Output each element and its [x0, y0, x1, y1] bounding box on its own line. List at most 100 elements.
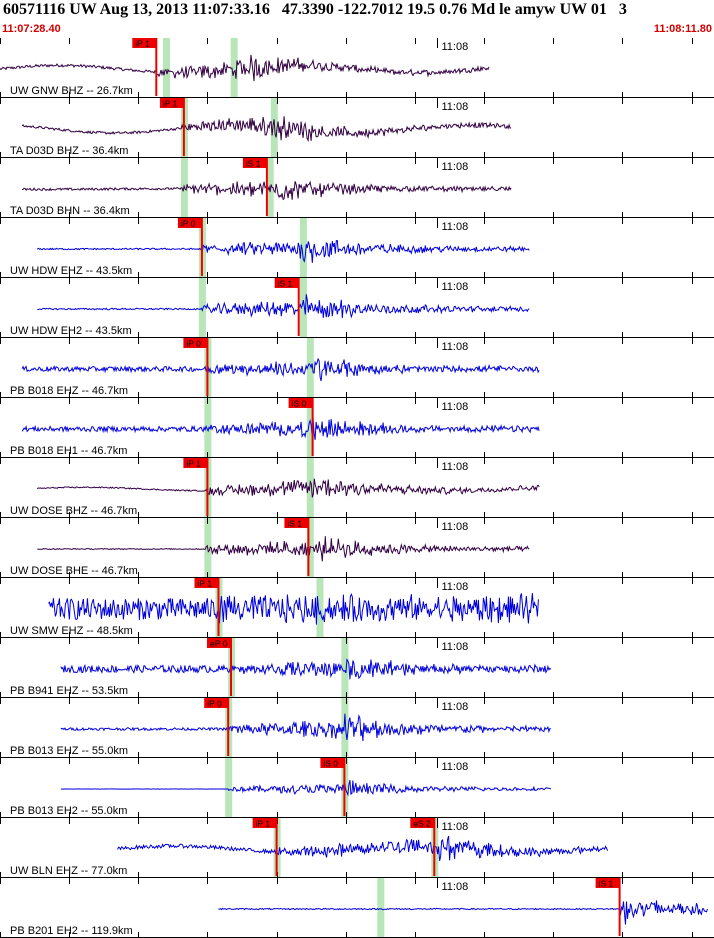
waveform-trace — [37, 294, 530, 319]
phase-pick[interactable]: eS 2 — [410, 818, 436, 876]
channel-label: UW DOSE BHZ -- 46.7km — [10, 505, 137, 517]
pick-label: iP 1 — [163, 99, 178, 109]
pick-flag — [207, 638, 231, 648]
pick-label: iP 0 — [181, 219, 196, 229]
pick-label: eP 0 — [210, 639, 228, 649]
pick-flag — [183, 338, 208, 348]
pick-flag — [194, 578, 219, 588]
phase-pick[interactable]: iP 0 — [183, 338, 209, 396]
channel-label: UW HDW EH2 -- 43.5km — [10, 325, 132, 337]
channel-row[interactable]: 11:08 iS 1 UW DOSE BHE -- 46.7km — [0, 518, 714, 578]
channel-label: UW DOSE BHE -- 46.7km — [10, 565, 138, 577]
pick-flag — [320, 758, 345, 768]
pick-flag — [288, 398, 313, 408]
phase-pick[interactable]: eP 0 — [207, 638, 232, 696]
minute-label: 11:08 — [442, 281, 469, 293]
minute-label: 11:08 — [442, 461, 469, 473]
phase-pick[interactable]: iS 1 — [284, 518, 310, 576]
channel-row[interactable]: 11:08 iP 0 PB B018 EHZ -- 46.7km — [0, 338, 714, 398]
phase-pick[interactable]: iP 1 — [194, 578, 220, 636]
waveform-trace — [21, 357, 540, 382]
phase-pick[interactable]: iP 1 — [252, 818, 278, 876]
end-time: 11:08:11.80 — [653, 23, 712, 35]
channel-label: PB B013 EHZ -- 55.0km — [10, 745, 128, 757]
minute-label: 11:08 — [442, 701, 469, 713]
record-header: 60571116 UW Aug 13, 2013 11:07:33.16 47.… — [0, 0, 714, 38]
pick-flag — [410, 818, 435, 828]
waveform-trace — [0, 54, 490, 82]
analysis-window — [306, 398, 314, 458]
minute-label: 11:08 — [442, 221, 469, 233]
pick-label: iP 0 — [186, 339, 201, 349]
minute-label: 11:08 — [442, 581, 469, 593]
analysis-window — [377, 878, 385, 938]
minute-label: 11:08 — [442, 41, 469, 53]
channel-row[interactable]: 11:08 iS 1 PB B201 EH2 -- 119.9km — [0, 878, 714, 938]
pick-flag — [284, 518, 309, 528]
channel-label: PB B941 EHZ -- 53.5km — [10, 685, 128, 697]
pick-label: iP 1 — [198, 579, 213, 589]
pick-flag — [132, 38, 157, 48]
analysis-window — [341, 638, 349, 698]
minute-label: 11:08 — [442, 401, 469, 413]
analysis-window — [299, 218, 307, 278]
pick-flag — [274, 278, 299, 288]
event-title: 60571116 UW Aug 13, 2013 11:07:33.16 47.… — [3, 1, 627, 18]
channel-row[interactable]: 11:08 iP 1 eS 2 UW BLN EHZ -- 77.0km — [0, 818, 714, 878]
waveform-trace — [21, 418, 540, 440]
analysis-window — [299, 278, 307, 338]
waveform-trace — [37, 536, 530, 562]
phase-pick[interactable]: iP 0 — [177, 218, 203, 276]
channel-row[interactable]: 11:08 iP 1 UW SMW EHZ -- 48.5km — [0, 578, 714, 638]
analysis-window — [163, 38, 170, 98]
pick-flag — [242, 158, 267, 168]
pick-label: iP 0 — [207, 699, 222, 709]
channel-row[interactable]: 11:08 iS 1 TA D03D BHN -- 36.4km — [0, 158, 714, 218]
minute-label: 11:08 — [442, 521, 469, 533]
channel-label: PB B013 EH2 -- 55.0km — [10, 805, 127, 817]
minute-label: 11:08 — [442, 821, 469, 833]
channel-row[interactable]: 11:08 iP 0 PB B013 EHZ -- 55.0km — [0, 698, 714, 758]
pick-flag — [204, 698, 229, 708]
waveform-trace — [48, 593, 539, 625]
pick-flag — [159, 98, 184, 108]
pick-label: iP 1 — [256, 819, 271, 829]
channel-label: PB B018 EH1 -- 46.7km — [10, 445, 127, 457]
pick-flag — [595, 878, 620, 888]
channel-row[interactable]: 11:08 iP 1 UW GNW BHZ -- 26.7km — [0, 38, 714, 98]
waveform-trace — [60, 713, 551, 742]
pick-label: iS 1 — [287, 519, 302, 529]
minute-label: 11:08 — [442, 881, 469, 893]
analysis-window — [316, 578, 324, 638]
phase-pick[interactable]: iS 1 — [274, 278, 300, 336]
pick-label: iS 0 — [292, 399, 307, 409]
waveform-trace — [60, 658, 552, 680]
phase-pick[interactable]: iP 1 — [183, 458, 209, 516]
waveform-trace — [117, 835, 609, 862]
channel-row[interactable]: 11:08 iP 1 UW DOSE BHZ -- 46.7km — [0, 458, 714, 518]
phase-pick[interactable]: iP 1 — [159, 98, 185, 156]
phase-pick[interactable]: iS 0 — [288, 398, 314, 456]
channel-row[interactable]: 11:08 iP 1 TA D03D BHZ -- 36.4km — [0, 98, 714, 158]
waveform-trace — [36, 478, 540, 498]
waveform-trace — [21, 116, 512, 143]
phase-pick[interactable]: iP 0 — [204, 698, 230, 756]
phase-pick[interactable]: iS 0 — [320, 758, 346, 816]
pick-label: iP 1 — [186, 459, 201, 469]
channel-row[interactable]: 11:08 iS 1 UW HDW EH2 -- 43.5km — [0, 278, 714, 338]
channel-row[interactable]: 11:08 iP 0 UW HDW EHZ -- 43.5km — [0, 218, 714, 278]
phase-pick[interactable]: iS 1 — [595, 878, 621, 936]
analysis-window — [198, 278, 206, 338]
channel-label: TA D03D BHN -- 36.4km — [10, 205, 130, 217]
analysis-window — [204, 398, 212, 458]
channel-row[interactable]: 11:08 eP 0 PB B941 EHZ -- 53.5km — [0, 638, 714, 698]
channel-row[interactable]: 11:08 iS 0 PB B018 EH1 -- 46.7km — [0, 398, 714, 458]
phase-pick[interactable]: iP 1 — [132, 38, 158, 96]
minute-label: 11:08 — [442, 761, 469, 773]
analysis-window — [230, 38, 238, 98]
phase-pick[interactable]: iS 1 — [242, 158, 268, 216]
channel-row[interactable]: 11:08 iS 0 PB B013 EH2 -- 55.0km — [0, 758, 714, 818]
pick-flag — [183, 458, 208, 468]
seismogram-plot[interactable]: 11:08 iP 1 UW GNW BHZ -- 26.7km 11:08 iP 1 TA… — [0, 38, 714, 938]
start-time: 11:07:28.40 — [2, 23, 61, 35]
